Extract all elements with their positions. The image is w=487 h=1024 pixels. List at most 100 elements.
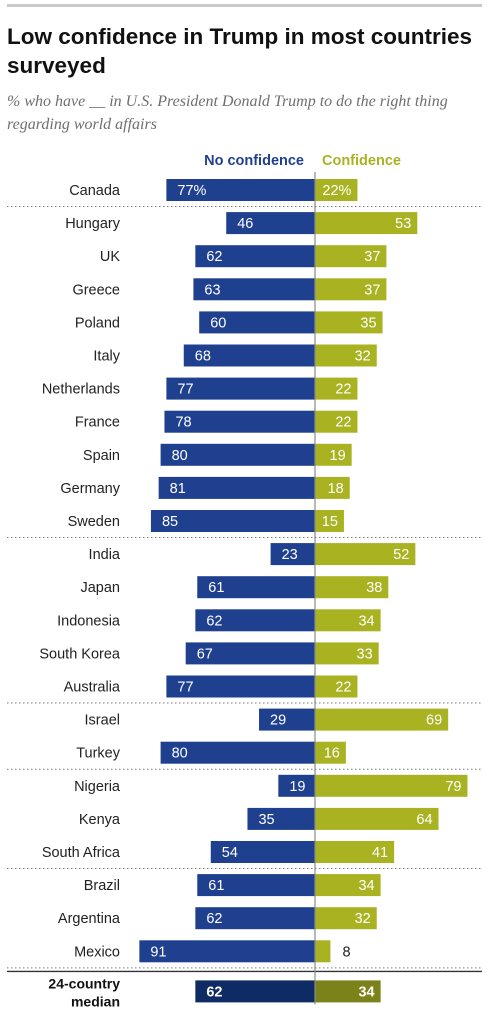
bar-confidence-france: [315, 410, 358, 433]
value-confidence-turkey: 16: [324, 746, 340, 762]
value-median-confidence: 34: [358, 984, 374, 1000]
category-label-india: India: [89, 547, 121, 563]
value-confidence-mexico: 8: [342, 944, 350, 960]
value-confidence-brazil: 34: [358, 878, 374, 894]
value-no-confidence-turkey: 80: [172, 746, 188, 762]
legend-no-confidence: No confidence: [204, 153, 304, 169]
bar-confidence-germany: [315, 476, 350, 499]
category-label-australia: Australia: [64, 680, 121, 696]
bar-no-confidence-nigeria: [278, 774, 315, 797]
bar-no-confidence-germany: [158, 476, 315, 499]
value-no-confidence-greece: 63: [204, 282, 220, 298]
value-no-confidence-brazil: 61: [208, 878, 224, 894]
value-no-confidence-spain: 80: [172, 448, 188, 464]
value-no-confidence-nigeria: 19: [289, 779, 305, 795]
category-label-brazil: Brazil: [84, 878, 120, 894]
bar-confidence-greece: [315, 278, 387, 301]
category-label-netherlands: Netherlands: [42, 382, 120, 398]
bar-confidence-israel: [315, 708, 449, 731]
bar-median-no-confidence: [195, 980, 315, 1003]
bar-confidence-netherlands: [315, 377, 358, 400]
value-confidence-poland: 35: [360, 315, 376, 331]
category-label-hungary: Hungary: [65, 216, 121, 232]
bar-no-confidence-argentina: [195, 907, 315, 930]
chart-title: Low confidence in Trump in most countrie…: [7, 24, 473, 78]
category-label-italy: Italy: [93, 349, 120, 365]
value-confidence-south-africa: 41: [372, 845, 388, 861]
category-label-argentina: Argentina: [58, 911, 121, 927]
value-confidence-uk: 37: [364, 249, 380, 265]
value-no-confidence-uk: 62: [206, 249, 222, 265]
bar-confidence-mexico: [315, 940, 331, 963]
bar-confidence-hungary: [315, 212, 418, 235]
bar-no-confidence-kenya: [247, 807, 315, 830]
bar-no-confidence-italy: [183, 344, 315, 367]
legend-confidence: Confidence: [322, 153, 401, 169]
bar-confidence-uk: [315, 245, 387, 268]
bar-confidence-south-africa: [315, 841, 395, 863]
value-no-confidence-south-africa: 54: [222, 845, 238, 861]
value-confidence-japan: 38: [366, 580, 382, 596]
bar-no-confidence-south-korea: [185, 642, 315, 665]
value-no-confidence-argentina: 62: [206, 911, 222, 927]
bar-no-confidence-canada: [166, 179, 315, 201]
value-no-confidence-germany: 81: [170, 481, 186, 497]
category-label-poland: Poland: [75, 315, 120, 331]
bar-no-confidence-australia: [166, 675, 315, 698]
bar-confidence-sweden: [315, 510, 344, 532]
bar-confidence-indonesia: [315, 609, 381, 632]
value-confidence-argentina: 32: [355, 911, 371, 927]
value-confidence-france: 22: [335, 415, 351, 431]
category-label-mexico: Mexico: [74, 944, 120, 960]
category-label-nigeria: Nigeria: [74, 779, 121, 795]
value-confidence-indonesia: 34: [358, 613, 374, 629]
category-label-japan: Japan: [80, 580, 120, 596]
bar-no-confidence-israel: [259, 708, 315, 731]
category-label-turkey: Turkey: [76, 746, 121, 762]
bar-confidence-poland: [315, 311, 383, 334]
bar-no-confidence-hungary: [226, 212, 315, 235]
bar-confidence-argentina: [315, 907, 377, 930]
category-label-sweden: Sweden: [68, 514, 120, 530]
value-no-confidence-australia: 77: [177, 680, 193, 696]
value-no-confidence-canada: 77%: [177, 183, 206, 199]
value-confidence-canada: 22%: [322, 183, 351, 199]
bar-no-confidence-south-africa: [210, 841, 315, 863]
bar-confidence-australia: [315, 675, 358, 698]
value-no-confidence-india: 23: [282, 547, 298, 563]
bar-no-confidence-mexico: [139, 940, 315, 963]
bar-no-confidence-greece: [193, 278, 315, 301]
bar-confidence-nigeria: [315, 774, 468, 797]
bar-confidence-japan: [315, 576, 389, 599]
median-label-line-1: 24-country: [48, 975, 120, 991]
value-no-confidence-japan: 61: [208, 580, 224, 596]
value-no-confidence-hungary: 46: [237, 216, 253, 232]
bar-no-confidence-japan: [197, 576, 315, 599]
top-rule: [7, 4, 482, 7]
bar-no-confidence-uk: [195, 245, 315, 268]
median-label-line-2: median: [71, 993, 120, 1009]
bar-no-confidence-spain: [160, 443, 315, 466]
category-label-israel: Israel: [85, 713, 120, 729]
category-label-south-korea: South Korea: [39, 646, 121, 662]
category-label-kenya: Kenya: [79, 812, 121, 828]
bar-confidence-india: [315, 543, 416, 566]
bar-no-confidence-poland: [199, 311, 315, 334]
value-no-confidence-poland: 60: [210, 315, 226, 331]
bar-confidence-kenya: [315, 807, 439, 830]
bar-no-confidence-netherlands: [166, 377, 315, 400]
bar-confidence-brazil: [315, 874, 381, 897]
bar-no-confidence-india: [270, 543, 315, 566]
value-confidence-italy: 32: [355, 349, 371, 365]
bar-confidence-italy: [315, 344, 377, 367]
value-confidence-south-korea: 33: [357, 646, 373, 662]
value-no-confidence-sweden: 85: [162, 514, 178, 530]
bar-confidence-south-korea: [315, 642, 379, 665]
category-label-france: France: [75, 415, 120, 431]
value-confidence-kenya: 64: [416, 812, 432, 828]
bar-confidence-canada: [315, 179, 358, 201]
value-no-confidence-italy: 68: [195, 349, 211, 365]
chart-subtitle: % who have __ in U.S. President Donald T…: [7, 93, 448, 133]
value-no-confidence-netherlands: 77: [177, 382, 193, 398]
